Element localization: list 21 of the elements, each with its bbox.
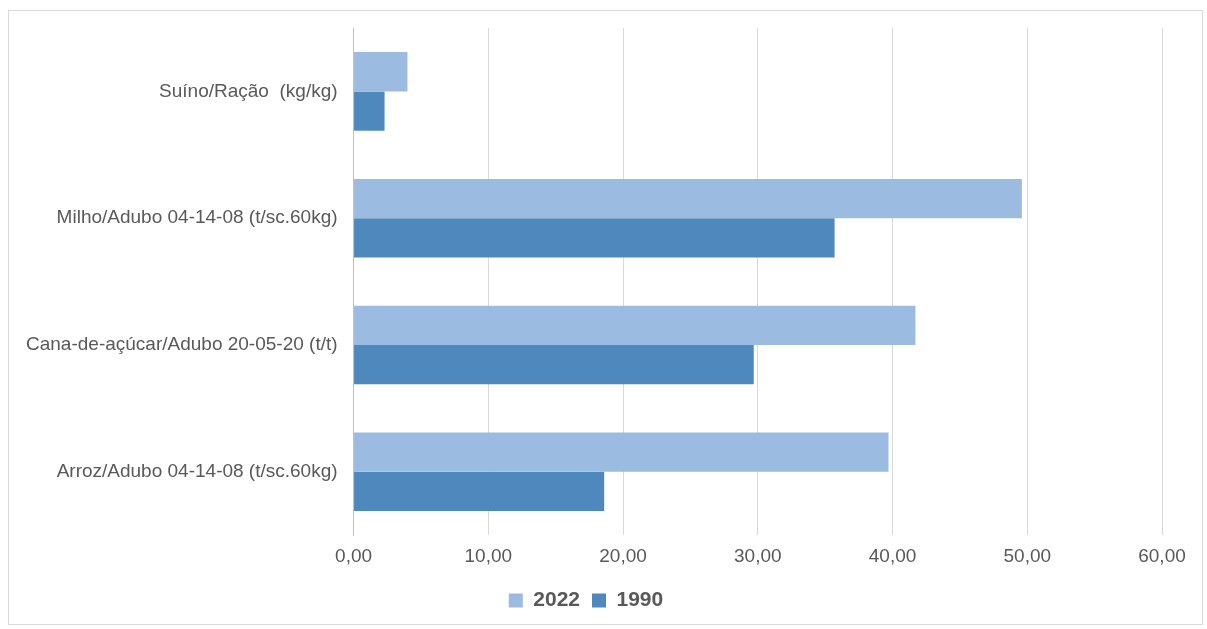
- bar: [354, 218, 835, 258]
- bar: [354, 91, 385, 131]
- bar: [354, 305, 916, 345]
- bar: [354, 178, 1022, 219]
- x-tick-label: 10,00: [464, 544, 513, 566]
- bar: [354, 345, 754, 385]
- bar: [354, 471, 605, 512]
- legend-label: 1990: [616, 587, 664, 611]
- y-tick-label: Arroz/Adubo 04-14-08 (t/sc.60kg): [56, 460, 338, 482]
- y-tick-label: Suíno/Ração (kg/kg): [159, 79, 338, 101]
- x-tick-label: 20,00: [599, 544, 647, 566]
- legend-label: 2022: [533, 587, 580, 611]
- y-tick-label: Milho/Adubo 04-14-08 (t/sc.60kg): [56, 206, 338, 228]
- y-tick-label: Cana-de-açúcar/Adubo 20-05-20 (t/t): [26, 333, 338, 355]
- x-tick-label: 30,00: [734, 544, 782, 566]
- x-tick-label: 40,00: [868, 544, 917, 566]
- x-tick-label: 60,00: [1138, 544, 1186, 566]
- bar: [354, 52, 408, 92]
- x-tick-label: 0,00: [335, 544, 373, 566]
- bar: [354, 432, 889, 472]
- x-tick-label: 50,00: [1003, 544, 1052, 566]
